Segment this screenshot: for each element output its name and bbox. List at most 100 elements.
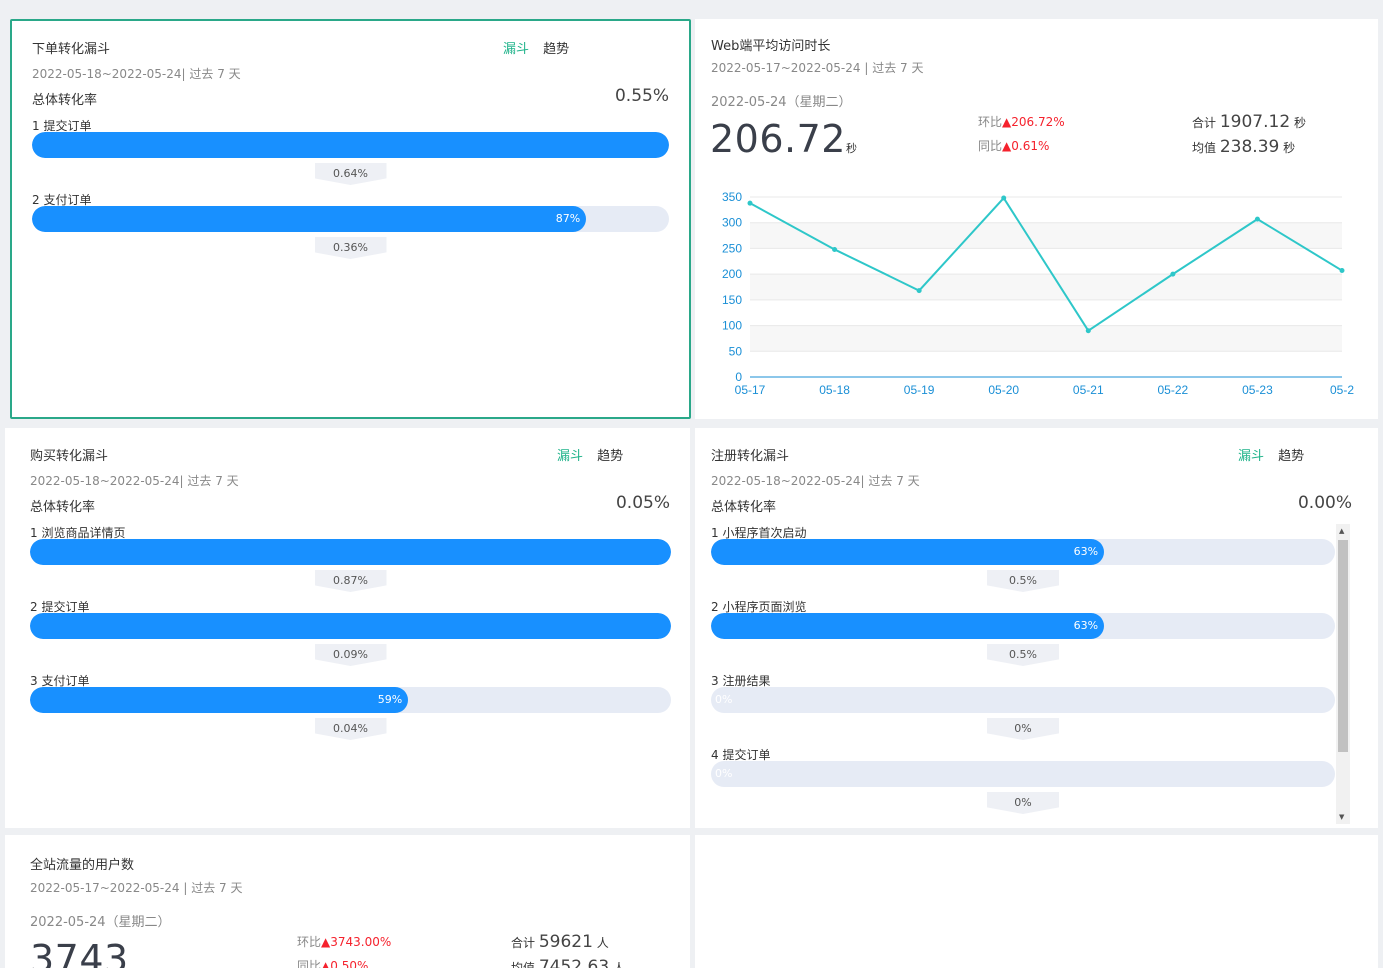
x-tick-label: 05-21 — [1073, 383, 1104, 397]
step-conversion-rate: 0.64% — [314, 163, 387, 185]
step-label: 1 提交订单 — [32, 119, 92, 133]
card-title: 下单转化漏斗 — [32, 42, 111, 57]
step-percent: 59% — [377, 693, 403, 706]
scroll-up-icon[interactable]: ▲ — [1339, 527, 1345, 535]
step-bar-track[interactable]: 87% — [32, 206, 669, 232]
step-label: 2 提交订单 — [30, 600, 90, 614]
x-tick-label: 05-19 — [904, 383, 935, 397]
overall-rate-value: 0.00% — [1297, 493, 1352, 513]
step-bar-fill — [30, 539, 671, 565]
tab-funnel[interactable]: 漏斗 — [503, 42, 530, 57]
step-percent: 63% — [1073, 619, 1099, 632]
web-duration-card[interactable]: Web端平均访问时长 2022-05-17~2022-05-24 | 过去 7 … — [695, 19, 1378, 419]
step-bar-track[interactable]: 59% — [30, 687, 671, 713]
mom-label: 环比 — [978, 115, 1003, 129]
view-tabs: 漏斗 趋势 — [1238, 445, 1304, 464]
x-tick-label: 05-22 — [1158, 383, 1189, 397]
yoy-compare: 同比▲0.61% — [978, 137, 1049, 154]
step-conversion-rate: 0% — [987, 792, 1059, 814]
grid-band — [750, 222, 1342, 249]
site-users-card[interactable]: 全站流量的用户数 2022-05-17~2022-05-24 | 过去 7 天 … — [5, 835, 690, 968]
series-line — [749, 196, 1343, 333]
yoy-compare: 同比▲0.50% — [297, 957, 368, 968]
sum-value: 59621 — [538, 932, 593, 952]
big-value: 206.72秒 — [710, 117, 857, 161]
line-chart[interactable]: 0 50 100 150 200 250 300 350 05-17 05-18 05-19 05-2… — [695, 19, 1378, 419]
funnel-order-card[interactable]: 下单转化漏斗 漏斗 趋势 2022-05-18~2022-05-24| 过去 7… — [10, 19, 691, 419]
up-arrow-icon: ▲ — [1002, 139, 1012, 153]
x-tick-label: 05-2 — [1330, 383, 1354, 397]
tab-funnel[interactable]: 漏斗 — [1238, 449, 1265, 464]
grid-band — [750, 274, 1342, 300]
avg-label: 均值 — [511, 961, 536, 968]
sum-unit: 人 — [596, 936, 609, 950]
up-arrow-icon: ▲ — [1002, 115, 1012, 129]
y-tick-label: 100 — [722, 319, 742, 333]
step-label: 1 浏览商品详情页 — [30, 526, 126, 540]
sum-stat: 合计 59621 人 — [511, 932, 609, 952]
big-value-number: 206.72 — [710, 117, 846, 161]
data-point — [916, 288, 922, 294]
step-percent: 63% — [1073, 545, 1099, 558]
yoy-label: 同比 — [978, 139, 1003, 153]
step-bar-track[interactable] — [32, 132, 669, 158]
avg-value: 238.39 — [1219, 137, 1280, 157]
tab-trend[interactable]: 趋势 — [1278, 449, 1305, 464]
funnel-step: 2 提交订单 0.09% — [30, 598, 671, 672]
step-bar-fill: 63% — [711, 613, 1105, 639]
grid-band — [750, 248, 1342, 275]
data-point — [832, 246, 838, 252]
overall-rate-label: 总体转化率 — [30, 500, 96, 515]
step-bar-track[interactable]: 63% — [711, 613, 1335, 639]
step-percent: 87% — [555, 212, 581, 225]
date-range: 2022-05-17~2022-05-24 | 过去 7 天 — [711, 61, 924, 75]
funnel-step: 1 小程序首次启动 63% 0.5% — [711, 524, 1335, 598]
funnel-step: 2 小程序页面浏览 63% 0.5% — [711, 598, 1335, 672]
step-label: 2 支付订单 — [32, 193, 92, 207]
date-range: 2022-05-18~2022-05-24| 过去 7 天 — [30, 474, 239, 488]
y-tick-label: 300 — [722, 216, 742, 230]
step-bar-fill — [30, 613, 671, 639]
step-bar-track[interactable]: 0% — [711, 687, 1335, 713]
funnel-purchase-card[interactable]: 购买转化漏斗 漏斗 趋势 2022-05-18~2022-05-24| 过去 7… — [5, 428, 690, 828]
current-date: 2022-05-24（星期二） — [30, 915, 171, 930]
y-tick-label: 350 — [722, 190, 742, 204]
mom-compare: 环比▲206.72% — [978, 113, 1065, 130]
sum-stat: 合计 1907.12 秒 — [1192, 112, 1306, 132]
mom-label: 环比 — [297, 935, 322, 949]
step-bar-track[interactable] — [30, 539, 671, 565]
vertical-scrollbar[interactable]: ▲ ▼ — [1336, 524, 1350, 824]
step-conversion-rate: 0% — [987, 718, 1059, 740]
sum-unit: 秒 — [1293, 116, 1306, 130]
tab-trend[interactable]: 趋势 — [543, 42, 570, 57]
sum-label: 合计 — [1192, 116, 1217, 130]
overall-rate-value: 0.05% — [615, 493, 670, 513]
avg-unit: 人 — [612, 961, 625, 968]
date-range: 2022-05-17~2022-05-24 | 过去 7 天 — [30, 881, 243, 895]
step-bar-track[interactable] — [30, 613, 671, 639]
step-bar-fill: 59% — [30, 687, 409, 713]
yoy-value: 0.50% — [330, 959, 369, 968]
funnel-step: 1 浏览商品详情页 0.87% — [30, 524, 671, 598]
x-tick-label: 05-18 — [819, 383, 850, 397]
grid-band — [750, 325, 1342, 352]
step-bar-track[interactable]: 0% — [711, 761, 1335, 787]
avg-unit: 秒 — [1283, 141, 1296, 155]
y-tick-label: 250 — [722, 241, 742, 255]
scroll-down-icon[interactable]: ▼ — [1339, 813, 1345, 821]
sum-value: 1907.12 — [1219, 112, 1291, 132]
step-conversion-rate: 0.04% — [314, 718, 387, 740]
overall-rate-label: 总体转化率 — [32, 93, 98, 108]
grid-band — [750, 351, 1342, 377]
step-bar-track[interactable]: 63% — [711, 539, 1335, 565]
step-label: 2 小程序页面浏览 — [711, 600, 807, 614]
mom-value: 206.72% — [1011, 115, 1065, 129]
step-percent: 0% — [715, 767, 733, 780]
x-tick-label: 05-20 — [988, 383, 1019, 397]
grid-band — [750, 197, 1342, 223]
tab-funnel[interactable]: 漏斗 — [557, 449, 584, 464]
tab-trend[interactable]: 趋势 — [597, 449, 624, 464]
scrollbar-thumb[interactable] — [1338, 540, 1348, 752]
funnel-register-card[interactable]: 注册转化漏斗 漏斗 趋势 2022-05-18~2022-05-24| 过去 7… — [695, 428, 1378, 828]
data-point — [747, 200, 753, 206]
